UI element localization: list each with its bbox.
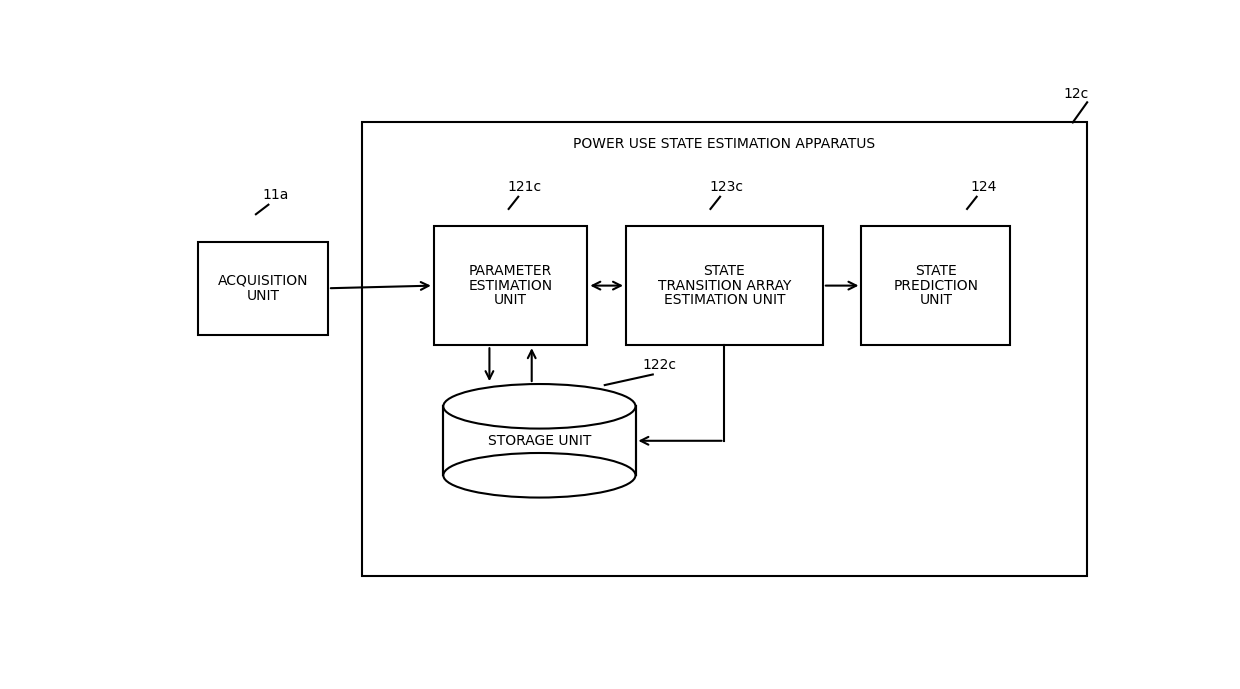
Text: 124: 124 [970,180,997,194]
Text: 123c: 123c [709,180,744,194]
Text: ESTIMATION UNIT: ESTIMATION UNIT [663,294,785,307]
Ellipse shape [444,453,636,497]
Text: PARAMETER: PARAMETER [469,264,552,278]
Text: UNIT: UNIT [919,294,952,307]
Text: 122c: 122c [642,358,677,372]
Text: 12c: 12c [1063,88,1089,101]
Text: STATE: STATE [915,264,957,278]
Bar [198,242,327,335]
Text: PREDICTION: PREDICTION [893,278,978,293]
Bar [362,123,1087,576]
Text: ACQUISITION: ACQUISITION [218,274,309,288]
Text: STATE: STATE [703,264,745,278]
Text: ESTIMATION: ESTIMATION [469,278,553,293]
Text: UNIT: UNIT [247,289,279,302]
Text: 11a: 11a [262,188,289,202]
Bar [626,226,823,345]
Text: UNIT: UNIT [494,294,527,307]
Polygon shape [444,407,635,475]
Ellipse shape [444,384,636,429]
Text: 121c: 121c [508,180,542,194]
Bar [862,226,1011,345]
Text: POWER USE STATE ESTIMATION APPARATUS: POWER USE STATE ESTIMATION APPARATUS [573,136,875,151]
Bar [434,226,588,345]
Text: STORAGE UNIT: STORAGE UNIT [487,434,591,448]
Text: TRANSITION ARRAY: TRANSITION ARRAY [657,278,791,293]
